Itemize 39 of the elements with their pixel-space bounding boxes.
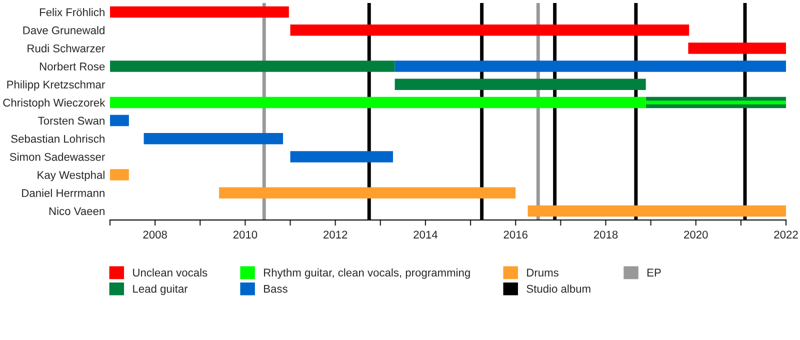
bar <box>394 78 646 90</box>
bar <box>394 60 786 72</box>
x-tick-label: 2018 <box>594 230 618 239</box>
legend-label: Drums <box>527 268 558 277</box>
y-tick-label: Rudi Schwarzer <box>28 44 105 52</box>
y-tick-label: Daniel Herrmann <box>22 188 104 198</box>
bar <box>144 133 284 144</box>
bar <box>219 187 516 198</box>
y-tick-label: Simon Sadewasser <box>10 152 105 161</box>
bar <box>290 24 690 36</box>
legend-label: Lead guitar <box>133 284 188 295</box>
bar <box>688 42 786 54</box>
y-tick-label: Dave Grunewald <box>23 26 104 34</box>
y-tick-label: Torsten Swan <box>38 116 104 125</box>
legend-label: Rhythm guitar, clean vocals, programming <box>264 268 470 279</box>
legend-label: EP <box>647 268 661 276</box>
x-tick-label: 2016 <box>504 230 528 239</box>
y-tick-label: Kay Westphal <box>38 170 104 182</box>
y-tick-label: Philipp Kretzschmar <box>7 80 105 91</box>
legend-label: Unclean vocals <box>133 268 208 277</box>
bar <box>528 205 786 217</box>
bar <box>110 169 129 180</box>
x-tick-label: 2022 <box>774 230 798 239</box>
bar <box>290 151 394 162</box>
legend-label: Bass <box>264 284 288 293</box>
x-tick-label: 2014 <box>414 230 438 239</box>
y-tick-label: Nico Vaeen <box>49 206 104 216</box>
x-tick-label: 2012 <box>324 230 348 239</box>
x-tick-label: 2020 <box>684 230 708 239</box>
x-tick-label: 2008 <box>143 230 167 239</box>
y-tick-label: Norbert Rose <box>40 62 105 70</box>
bar <box>110 6 289 18</box>
legend-label: Studio album <box>526 284 590 293</box>
bar <box>110 60 395 72</box>
y-tick-label: Felix Fröhlich <box>40 8 104 16</box>
bar <box>110 114 129 126</box>
y-tick-label: Sebastian Lohrisch <box>11 134 104 143</box>
x-tick-label: 2010 <box>233 230 258 239</box>
y-tick-label: Christoph Wieczorek <box>3 98 106 109</box>
